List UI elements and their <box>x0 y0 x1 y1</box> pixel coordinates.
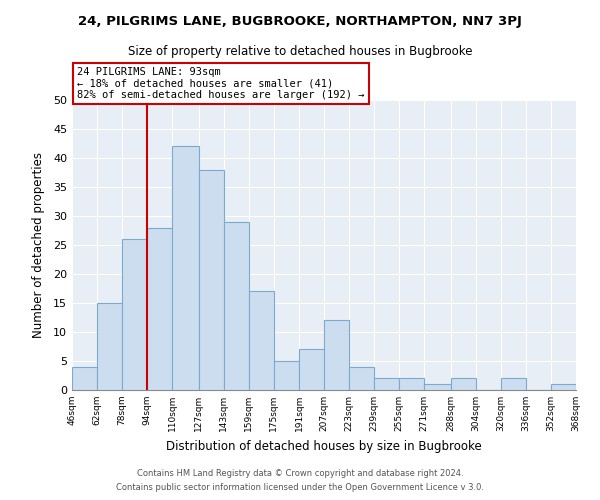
Bar <box>399 378 424 390</box>
Bar <box>424 384 451 390</box>
X-axis label: Distribution of detached houses by size in Bugbrooke: Distribution of detached houses by size … <box>166 440 482 452</box>
Y-axis label: Number of detached properties: Number of detached properties <box>32 152 44 338</box>
Bar <box>374 378 399 390</box>
Text: 24 PILGRIMS LANE: 93sqm
← 18% of detached houses are smaller (41)
82% of semi-de: 24 PILGRIMS LANE: 93sqm ← 18% of detache… <box>77 67 365 100</box>
Text: Contains public sector information licensed under the Open Government Licence v : Contains public sector information licen… <box>116 484 484 492</box>
Bar <box>324 320 349 390</box>
Bar <box>172 146 199 390</box>
Bar <box>97 303 122 390</box>
Bar <box>199 170 224 390</box>
Bar <box>501 378 526 390</box>
Text: Size of property relative to detached houses in Bugbrooke: Size of property relative to detached ho… <box>128 45 472 58</box>
Bar <box>274 361 299 390</box>
Bar <box>451 378 476 390</box>
Bar <box>349 367 374 390</box>
Bar <box>249 292 274 390</box>
Bar <box>72 367 97 390</box>
Bar <box>147 228 172 390</box>
Bar <box>299 350 324 390</box>
Bar <box>122 239 147 390</box>
Bar <box>224 222 249 390</box>
Text: 24, PILGRIMS LANE, BUGBROOKE, NORTHAMPTON, NN7 3PJ: 24, PILGRIMS LANE, BUGBROOKE, NORTHAMPTO… <box>78 15 522 28</box>
Text: Contains HM Land Registry data © Crown copyright and database right 2024.: Contains HM Land Registry data © Crown c… <box>137 468 463 477</box>
Bar <box>551 384 576 390</box>
